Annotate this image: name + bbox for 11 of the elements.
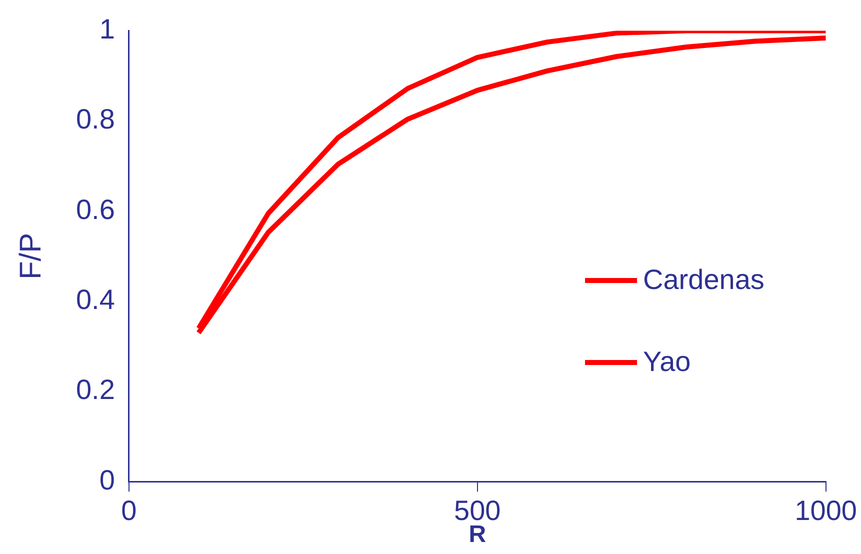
y-axis-title: F/P bbox=[14, 232, 48, 280]
x-tick-label: 0 bbox=[121, 495, 137, 526]
legend-label: Cardenas bbox=[643, 264, 764, 296]
y-tick-label: 0.6 bbox=[76, 194, 115, 225]
y-tick-label: 0 bbox=[99, 464, 115, 496]
y-tick-label: 0.8 bbox=[76, 104, 115, 135]
x-tick-label: 1000 bbox=[794, 495, 858, 526]
y-tick-label: 0.2 bbox=[76, 374, 115, 406]
y-tick-label: 0.4 bbox=[76, 284, 115, 315]
legend-label: Yao bbox=[643, 346, 691, 378]
y-tick-label: 1 bbox=[99, 14, 115, 45]
